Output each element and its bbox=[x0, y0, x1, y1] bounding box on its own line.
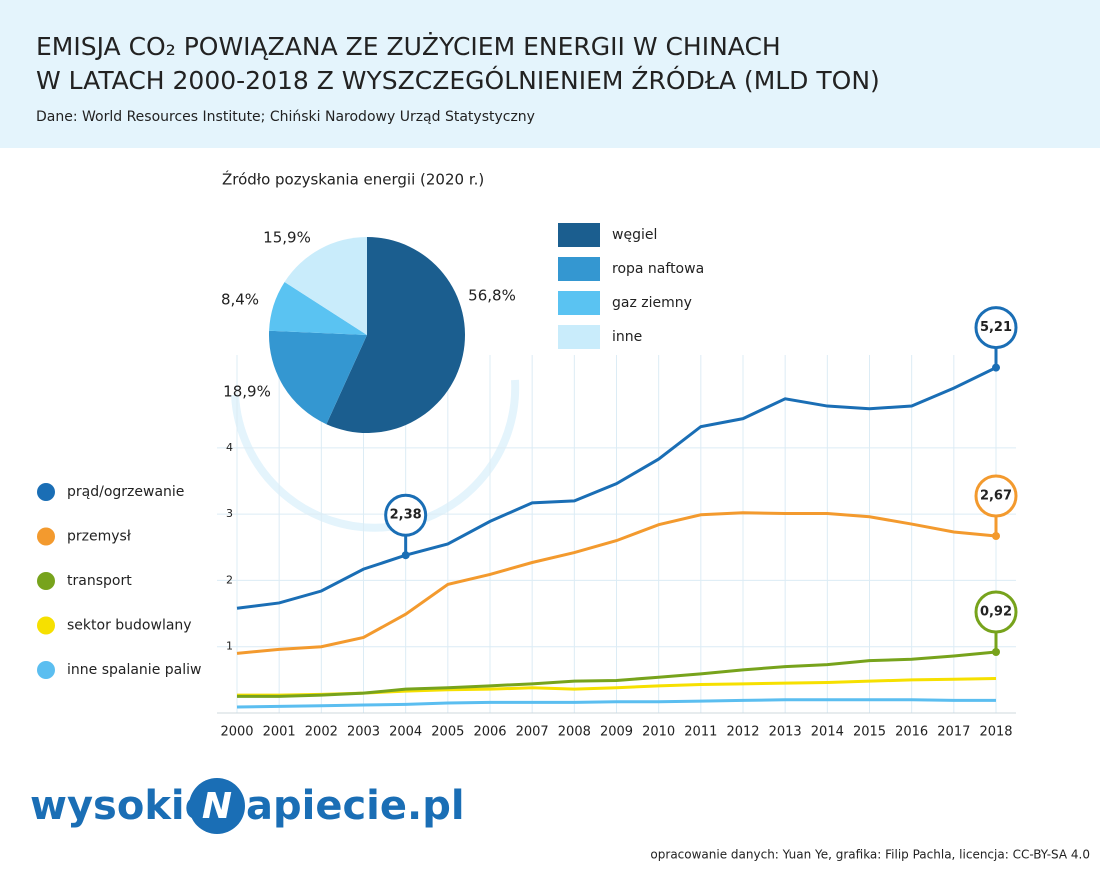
legend-label: przemysł bbox=[67, 529, 131, 545]
series-line bbox=[236, 366, 997, 610]
x-tick-label: 2005 bbox=[431, 725, 464, 740]
x-tick-label: 2017 bbox=[937, 725, 970, 740]
series-line bbox=[237, 650, 997, 698]
legend-label: węgiel bbox=[612, 227, 657, 243]
x-tick-label: 2003 bbox=[347, 725, 380, 740]
y-tick-label: 2 bbox=[226, 573, 233, 586]
data-point bbox=[401, 551, 410, 560]
x-tick-label: 2016 bbox=[895, 725, 928, 740]
logo-left: wysokie bbox=[30, 783, 212, 829]
pie-label: 18,9% bbox=[223, 383, 271, 401]
legend-swatch bbox=[558, 325, 600, 349]
y-tick-label: 3 bbox=[226, 507, 233, 520]
data-point bbox=[992, 648, 1000, 657]
pie-label: 8,4% bbox=[221, 291, 259, 309]
legend-label: gaz ziemny bbox=[612, 295, 692, 311]
x-tick-label: 2010 bbox=[642, 725, 675, 740]
x-tick-label: 2007 bbox=[516, 725, 549, 740]
pie-halo bbox=[231, 379, 520, 532]
logo-right: apiecie.pl bbox=[246, 783, 465, 829]
legend-swatch bbox=[37, 483, 55, 501]
pie-slice bbox=[269, 330, 367, 425]
x-tick-label: 2006 bbox=[473, 725, 506, 740]
callout-circle bbox=[974, 306, 1018, 350]
data-label: 0,92 bbox=[980, 605, 1012, 620]
legend-swatch bbox=[37, 572, 55, 590]
callout-circle bbox=[974, 590, 1018, 634]
callout-circle bbox=[384, 493, 428, 537]
credit: opracowanie danych: Yuan Ye, grafika: Fi… bbox=[650, 848, 1090, 862]
data-label: 2,38 bbox=[390, 508, 422, 523]
x-tick-label: 2013 bbox=[769, 725, 802, 740]
legend-label: ropa naftowa bbox=[612, 261, 704, 277]
x-tick-label: 2009 bbox=[600, 725, 633, 740]
pie-label: 15,9% bbox=[263, 229, 311, 247]
x-tick-label: 2012 bbox=[726, 725, 759, 740]
legend-label: inne bbox=[612, 329, 642, 345]
series-line bbox=[236, 698, 996, 709]
data-label: 2,67 bbox=[980, 488, 1012, 503]
title-line: EMISJA CO₂ POWIĄZANA ZE ZUŻYCIEM ENERGII… bbox=[36, 32, 781, 61]
x-tick-label: 2008 bbox=[558, 725, 591, 740]
legend-swatch bbox=[37, 616, 55, 635]
pie-slice bbox=[326, 237, 465, 434]
pie-title: Źródło pozyskania energii (2020 r.) bbox=[222, 170, 484, 189]
pie-slice bbox=[284, 237, 367, 335]
x-tick-label: 2018 bbox=[979, 725, 1012, 740]
source: Dane: World Resources Institute; Chiński… bbox=[36, 109, 535, 125]
legend-label: inne spalanie paliw bbox=[67, 662, 201, 678]
legend-swatch bbox=[37, 661, 55, 679]
x-tick-label: 2014 bbox=[811, 725, 844, 740]
pie-slice bbox=[269, 281, 367, 335]
title-line: W LATACH 2000-2018 Z WYSZCZEGÓLNIENIEM Ź… bbox=[36, 65, 880, 95]
x-tick-label: 2015 bbox=[853, 725, 886, 740]
data-point bbox=[992, 363, 1000, 372]
legend-label: transport bbox=[67, 573, 132, 589]
legend-label: prąd/ogrzewanie bbox=[67, 484, 184, 500]
legend-swatch bbox=[558, 223, 600, 247]
legend-swatch bbox=[558, 291, 600, 315]
data-label: 5,21 bbox=[980, 320, 1012, 335]
header-band bbox=[0, 0, 1100, 148]
x-tick-label: 2004 bbox=[389, 725, 422, 740]
pie-label: 56,8% bbox=[468, 287, 516, 305]
y-tick-label: 1 bbox=[226, 640, 233, 653]
series-line bbox=[236, 511, 997, 655]
data-point bbox=[992, 531, 1000, 540]
x-tick-label: 2002 bbox=[305, 725, 338, 740]
legend-label: sektor budowlany bbox=[67, 618, 192, 634]
callout-circle bbox=[974, 474, 1018, 518]
legend-swatch bbox=[37, 527, 55, 546]
x-tick-label: 2011 bbox=[684, 725, 717, 740]
logo-circle bbox=[189, 778, 245, 834]
logo-mark: N bbox=[202, 786, 232, 827]
legend-swatch bbox=[558, 257, 600, 281]
x-tick-label: 2001 bbox=[263, 725, 296, 740]
x-tick-label: 2000 bbox=[220, 725, 253, 740]
y-tick-label: 4 bbox=[226, 441, 233, 454]
